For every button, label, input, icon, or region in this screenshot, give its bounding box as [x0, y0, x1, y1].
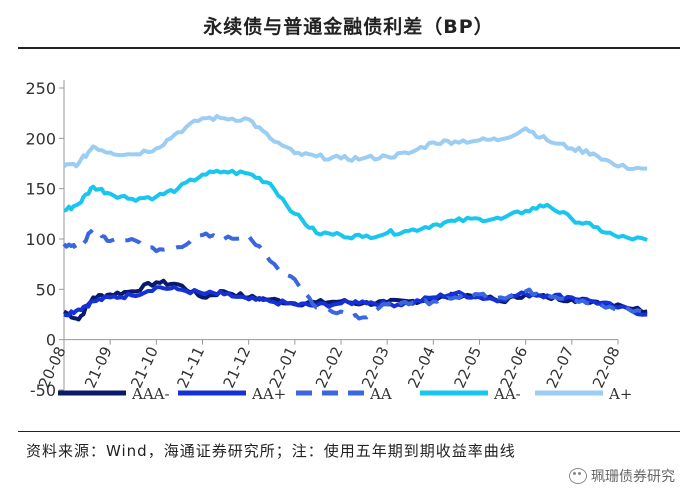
- x-tick-label: 22-02: [312, 344, 347, 391]
- y-tick-label: 200: [25, 129, 56, 148]
- x-tick-label: 22-04: [404, 344, 439, 391]
- x-tick-label: 22-08: [589, 344, 624, 391]
- watermark: 珮珊债券研究: [569, 466, 675, 486]
- x-tick-label: 21-10: [127, 344, 162, 391]
- legend-label: AA: [369, 385, 392, 403]
- chart-title: 永续债与普通金融债利差（BP）: [203, 16, 494, 38]
- y-tick-label: 50: [36, 280, 56, 299]
- x-tick-label: 21-12: [220, 344, 255, 391]
- x-tick-label: 22-05: [450, 344, 485, 391]
- legend-label: AA-: [493, 385, 521, 403]
- source-rule: [18, 431, 680, 432]
- x-tick-label: 21-09: [81, 344, 116, 391]
- y-tick-label: 0: [46, 331, 56, 350]
- watermark-text: 珮珊债券研究: [591, 469, 675, 485]
- series-line-a-plus: [62, 114, 648, 172]
- legend-label: AA+: [251, 385, 286, 403]
- legend-label: AAA-: [131, 385, 170, 403]
- x-tick-label: 21-11: [173, 344, 208, 391]
- y-tick-label: 250: [25, 79, 56, 98]
- x-tick-label: 22-06: [497, 344, 532, 391]
- y-tick-label: 150: [25, 180, 56, 199]
- series-line-aa: [62, 226, 648, 321]
- source-note: 资料来源：Wind，海通证券研究所；注：使用五年期到期收益率曲线: [26, 442, 516, 460]
- series-line-aa-plus: [63, 285, 648, 318]
- title-rule: [18, 47, 680, 49]
- y-tick-label: -50: [30, 381, 56, 400]
- series-line-aa-minus: [63, 168, 648, 242]
- legend-label: A+: [608, 385, 632, 403]
- y-tick-label: 100: [25, 230, 56, 249]
- x-tick-label: 22-07: [543, 344, 578, 391]
- x-tick-label: 22-03: [358, 344, 393, 391]
- wechat-icon: [569, 468, 587, 484]
- x-tick-label: 22-01: [266, 344, 301, 391]
